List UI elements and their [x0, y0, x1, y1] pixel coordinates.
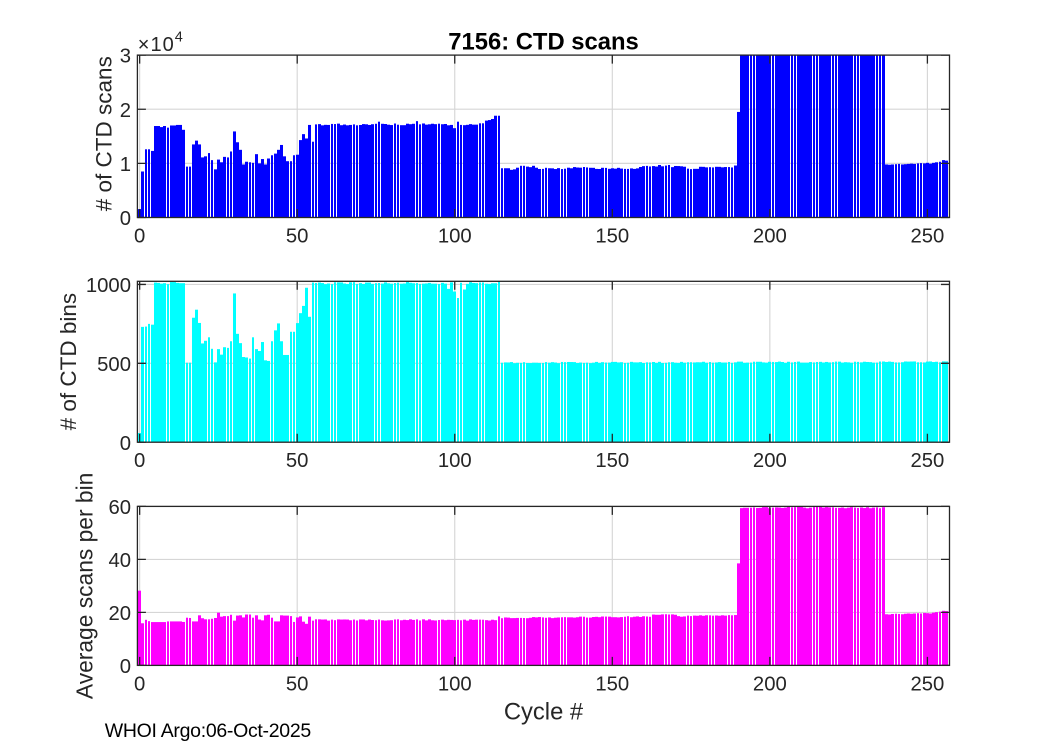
svg-text:150: 150: [595, 225, 629, 247]
svg-text:60: 60: [108, 497, 131, 519]
svg-text:50: 50: [286, 225, 309, 247]
svg-text:200: 200: [753, 450, 787, 472]
svg-text:×104: ×104: [138, 30, 183, 57]
svg-text:0: 0: [134, 450, 145, 472]
svg-text:0: 0: [134, 225, 145, 247]
svg-text:0: 0: [120, 433, 131, 455]
svg-text:0: 0: [120, 208, 131, 230]
svg-text:40: 40: [108, 550, 131, 572]
svg-text:250: 250: [910, 673, 944, 695]
svg-text:100: 100: [438, 673, 472, 695]
svg-text:50: 50: [286, 450, 309, 472]
svg-text:WHOI Argo:06-Oct-2025: WHOI Argo:06-Oct-2025: [105, 720, 312, 742]
svg-text:250: 250: [910, 225, 944, 247]
svg-text:500: 500: [97, 354, 131, 376]
svg-text:7156: CTD scans: 7156: CTD scans: [448, 29, 638, 56]
svg-text:1000: 1000: [86, 275, 131, 297]
svg-text:# of CTD bins: # of CTD bins: [56, 293, 81, 431]
svg-text:50: 50: [286, 673, 309, 695]
svg-text:1: 1: [120, 154, 131, 176]
svg-text:Average scans per bin: Average scans per bin: [72, 473, 98, 699]
svg-text:200: 200: [753, 225, 787, 247]
svg-text:250: 250: [910, 450, 944, 472]
svg-text:150: 150: [595, 673, 629, 695]
svg-text:Cycle #: Cycle #: [504, 699, 584, 726]
svg-text:# of CTD scans: # of CTD scans: [92, 56, 117, 211]
svg-text:200: 200: [753, 673, 787, 695]
svg-text:0: 0: [120, 656, 131, 678]
svg-text:100: 100: [438, 450, 472, 472]
svg-text:0: 0: [134, 673, 145, 695]
svg-text:3: 3: [120, 46, 131, 68]
svg-text:20: 20: [108, 603, 131, 625]
svg-text:2: 2: [120, 100, 131, 122]
svg-text:150: 150: [595, 450, 629, 472]
svg-text:100: 100: [438, 225, 472, 247]
